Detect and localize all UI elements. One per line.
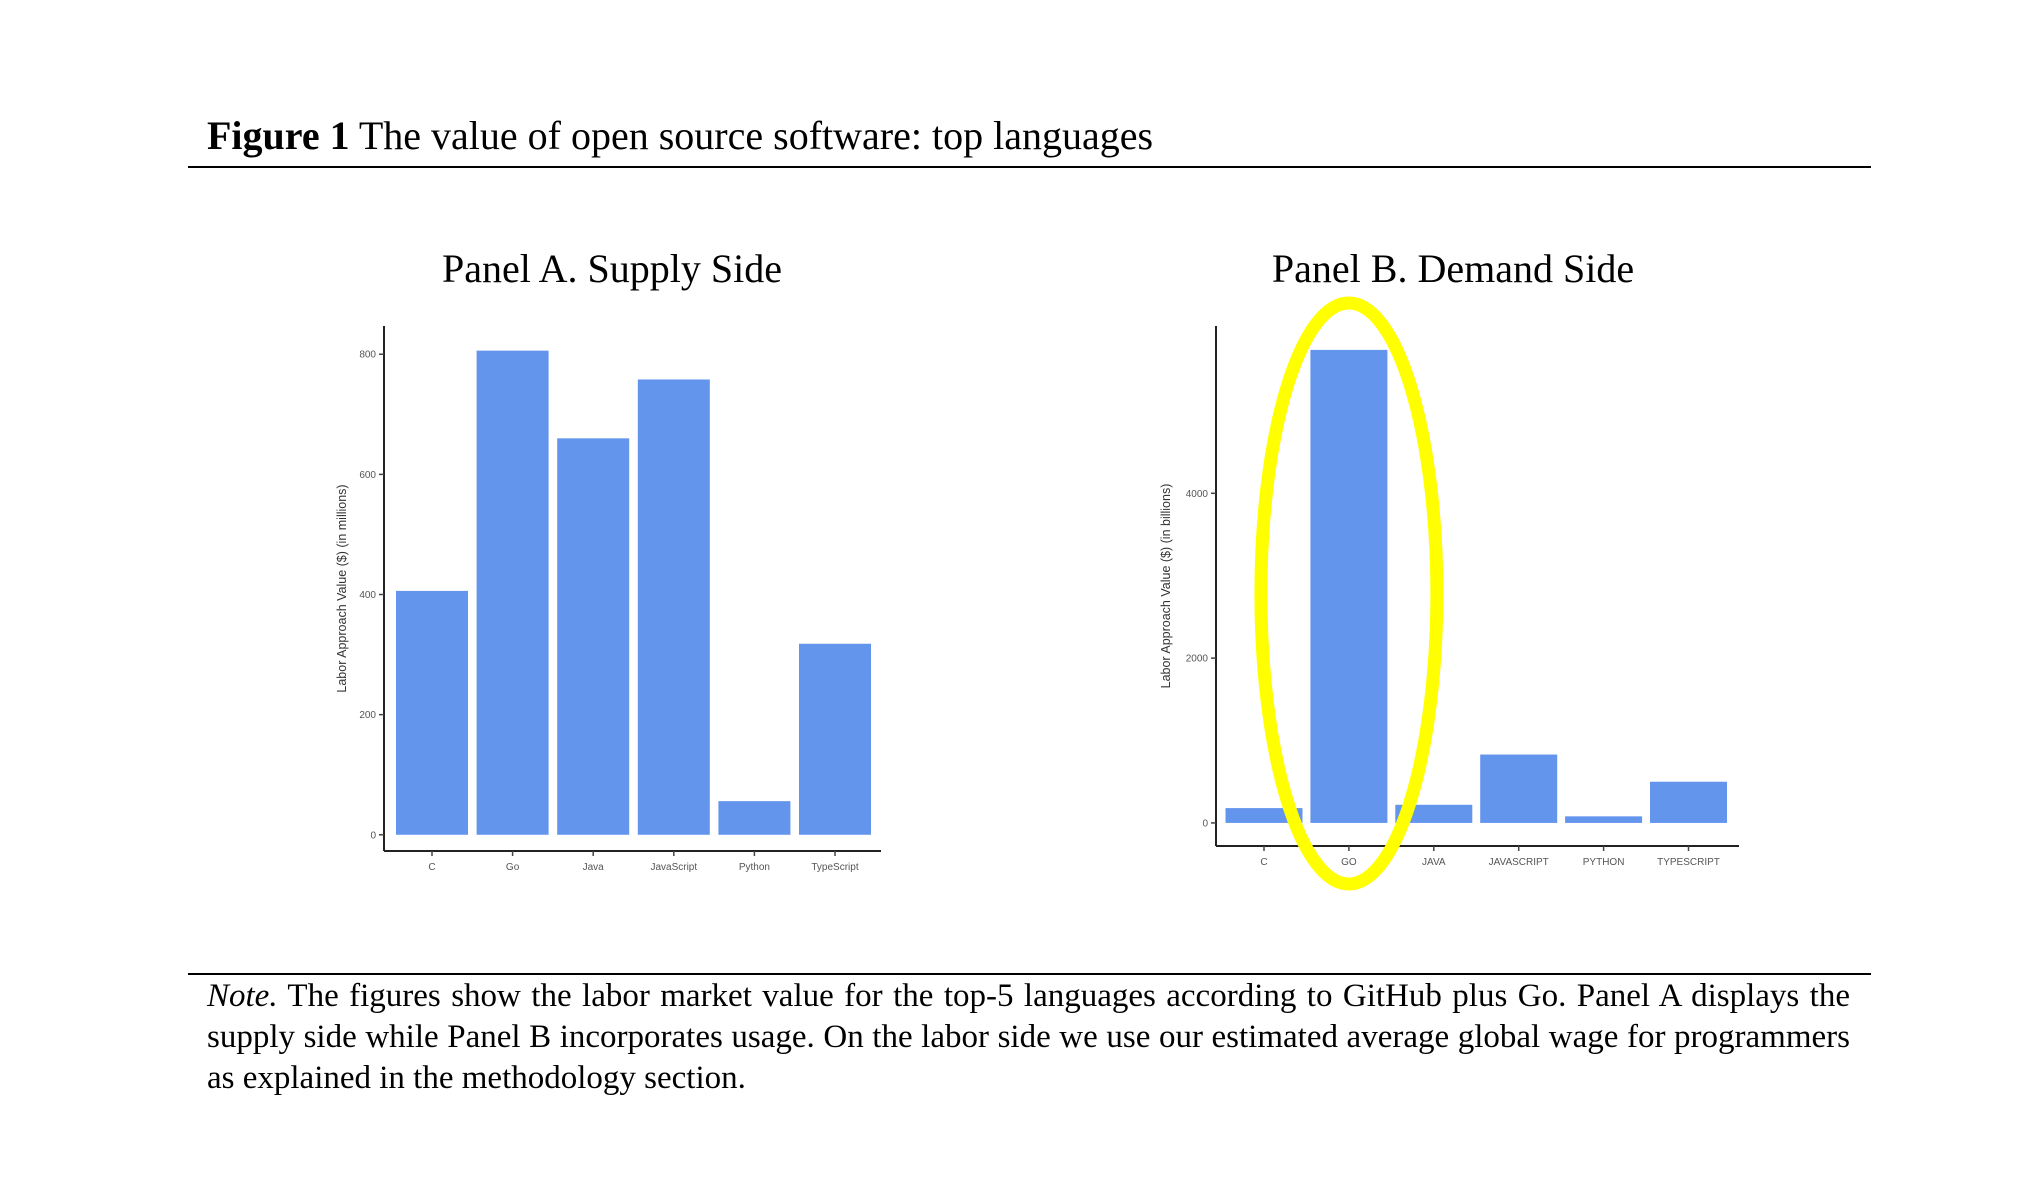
bar-c bbox=[1225, 808, 1303, 823]
y-tick-label: 200 bbox=[359, 710, 376, 721]
bar-go bbox=[1310, 349, 1388, 823]
bar-typescript bbox=[799, 643, 871, 835]
x-tick-label: Java bbox=[583, 862, 605, 873]
panel-a-title: Panel A. Supply Side bbox=[441, 246, 783, 291]
figure-title: Figure 1 The value of open source softwa… bbox=[207, 112, 1153, 160]
bar-typescript bbox=[1650, 781, 1727, 823]
bar-c bbox=[396, 590, 468, 835]
bar-python bbox=[718, 801, 791, 835]
x-tick-label: PYTHON bbox=[1583, 857, 1625, 868]
y-tick-label: 0 bbox=[1202, 818, 1208, 829]
note-text: The figures show the labor market value … bbox=[207, 978, 1850, 1096]
x-tick-label: Go bbox=[506, 862, 520, 873]
highlight-ellipse bbox=[1254, 296, 1444, 891]
figure-label: Figure 1 bbox=[207, 113, 350, 158]
x-tick-label: TYPESCRIPT bbox=[1657, 857, 1720, 868]
x-tick-label: GO bbox=[1341, 857, 1357, 868]
bottom-rule bbox=[188, 973, 1871, 975]
y-tick-label: 4000 bbox=[1186, 489, 1209, 500]
figure-title-text: The value of open source software: top l… bbox=[358, 113, 1154, 158]
y-tick-label: 400 bbox=[359, 590, 376, 601]
note-label: Note. bbox=[207, 978, 278, 1014]
x-tick-label: C bbox=[428, 862, 435, 873]
x-tick-label: JAVA bbox=[1422, 857, 1446, 868]
top-rule bbox=[188, 166, 1871, 168]
bar-python bbox=[1565, 816, 1643, 823]
x-tick-label: JAVASCRIPT bbox=[1489, 857, 1549, 868]
x-tick-label: Python bbox=[739, 862, 770, 873]
y-axis-title: Labor Approach Value ($) (in billions) bbox=[1159, 484, 1173, 689]
y-tick-label: 2000 bbox=[1186, 654, 1209, 665]
y-tick-label: 800 bbox=[359, 350, 376, 361]
bar-java bbox=[557, 438, 630, 835]
bar-go bbox=[476, 350, 549, 835]
bar-javascript bbox=[1480, 754, 1558, 823]
x-tick-label: C bbox=[1260, 857, 1267, 868]
y-tick-label: 600 bbox=[359, 470, 376, 481]
y-tick-label: 0 bbox=[370, 830, 376, 841]
bar-javascript bbox=[637, 379, 710, 835]
panel-b-title: Panel B. Demand Side bbox=[1271, 246, 1635, 291]
figure-note: Note. The figures show the labor market … bbox=[207, 976, 1850, 1099]
y-axis-title: Labor Approach Value ($) (in millions) bbox=[335, 484, 349, 692]
x-tick-label: JavaScript bbox=[650, 862, 697, 873]
x-tick-label: TypeScript bbox=[811, 862, 858, 873]
